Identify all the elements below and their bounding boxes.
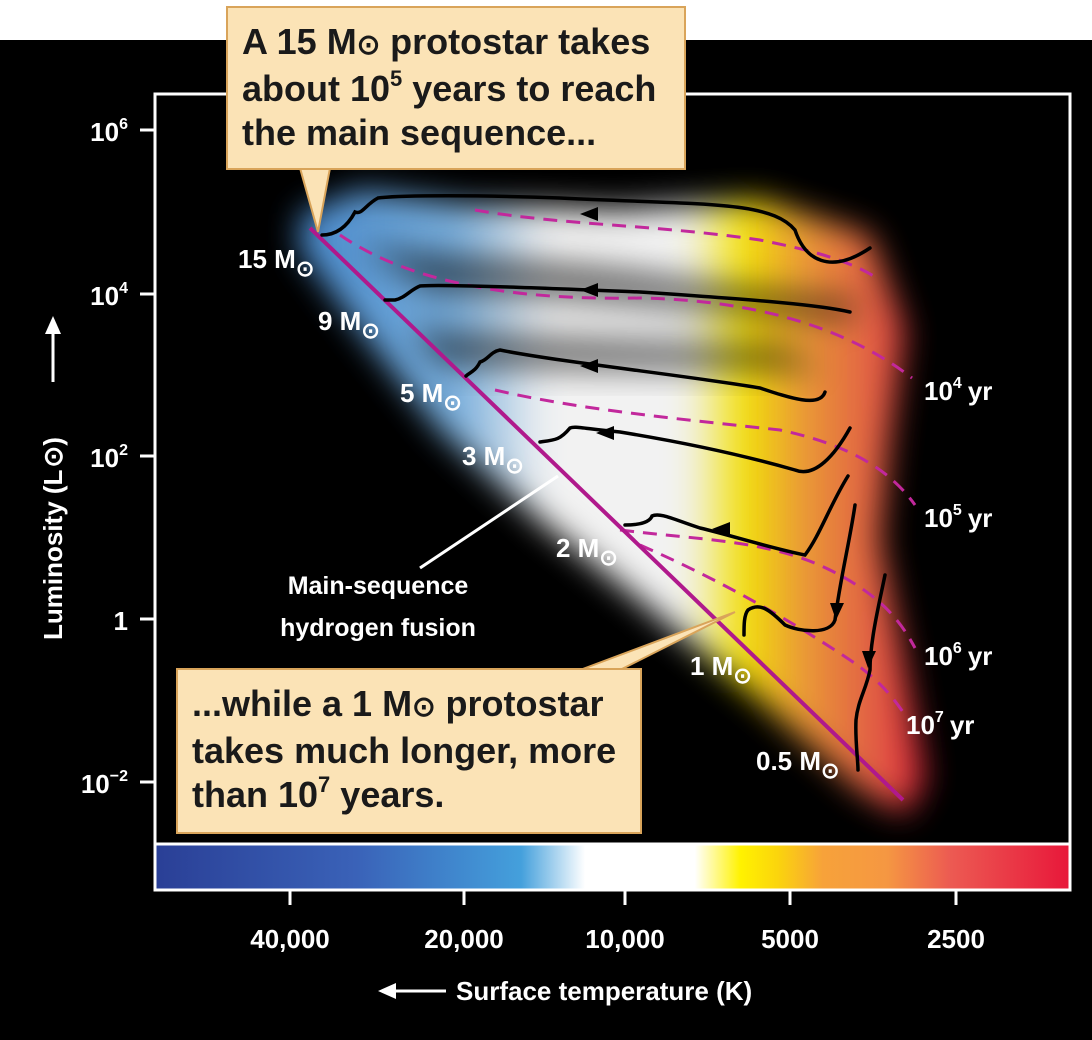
track-gaps [360,245,860,371]
main-sequence-label-line1: Main-sequence [288,572,469,600]
isochrone-label-1e5: 105 yr [924,502,992,533]
evolutionary-tracks [320,194,887,772]
isochrone-1e5 [494,388,917,506]
track-5 [464,348,827,403]
mass-label-15: 15 M⊙ [238,244,314,281]
isochrone-label-1e4: 104 yr [924,375,992,406]
y-tick-1e2: 102 [90,442,128,473]
mass-label-5: 5 M⊙ [400,378,462,415]
callout-top-line1: A 15 M⊙ protostar takes [242,21,651,62]
x-tick-20000: 20,000 [424,924,504,954]
y-tick-1e4: 104 [90,280,128,311]
x-tick-40000: 40,000 [250,924,330,954]
mass-label-9: 9 M⊙ [318,306,380,343]
mass-label-3: 3 M⊙ [462,441,524,478]
isochrone-1e4 [339,233,913,380]
callout-bottom-line3: than 107 years. [192,772,445,816]
track-3 [538,425,852,474]
y-axis-arrow [45,316,61,382]
x-tick-10000: 10,000 [585,924,665,954]
track-1 [742,503,857,637]
callout-top-line2: about 105 years to reach [242,66,657,110]
y-tick-1: 1 [114,606,128,636]
mass-label-2: 2 M⊙ [556,533,618,570]
y-tick-1e-2: 10−2 [81,768,128,799]
mass-label-1: 1 M⊙ [690,651,752,688]
temperature-color-bar [153,842,1072,892]
y-tick-1e6: 106 [90,116,128,147]
x-tick-2500: 2500 [927,924,985,954]
callout-top-line3: the main sequence... [242,112,597,153]
track-05 [854,573,887,772]
isochrone-label-1e7: 107 yr [906,709,974,740]
callout-bottom-line2: takes much longer, more [192,730,617,771]
track-9 [383,283,852,314]
main-sequence-label-line2: hydrogen fusion [280,614,476,642]
x-axis-arrow [378,983,446,999]
y-axis-label: Luminosity (L⊙) [38,437,68,640]
isochrone-label-1e6: 106 yr [924,640,992,671]
callout-bottom-line1: ...while a 1 M⊙ protostar [192,683,604,724]
track-15 [320,194,872,264]
callout-15-msun: A 15 M⊙ protostar takes about 105 years … [226,6,686,170]
main-sequence-leader [419,474,559,570]
track-2 [623,474,850,557]
mass-label-05: 0.5 M⊙ [756,746,839,783]
y-axis-ticks [140,128,155,784]
track-arrowheads [580,207,876,668]
x-axis-label: Surface temperature (K) [456,976,752,1006]
x-axis-ticks [288,890,958,905]
main-sequence-line [308,226,905,802]
callout-1-msun: ...while a 1 M⊙ protostar takes much lon… [176,668,642,834]
x-tick-5000: 5000 [761,924,819,954]
